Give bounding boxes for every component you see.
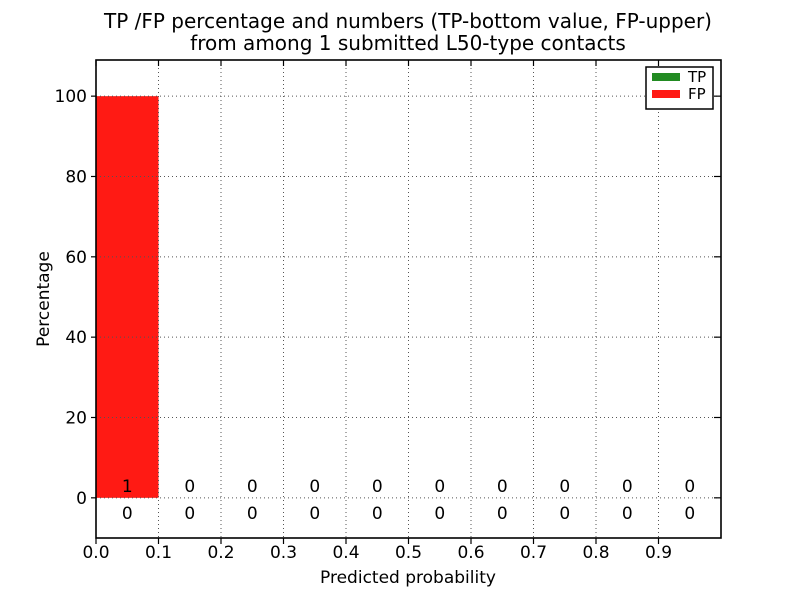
y-tick-label-60: 60 [65, 248, 87, 268]
ticks-layer [91, 60, 721, 544]
y-tick-label-20: 20 [65, 408, 87, 428]
legend-swatch-tp [652, 73, 680, 81]
tp-count-label-bin5: 0 [434, 504, 445, 524]
tp-count-label-bin0: 0 [122, 504, 133, 524]
x-tick-label-0.5: 0.5 [395, 543, 422, 563]
x-tick-label-0.8: 0.8 [582, 543, 609, 563]
fp-count-label-bin9: 0 [684, 477, 695, 497]
bar-fp-bin0 [96, 96, 159, 498]
x-tick-label-0.7: 0.7 [520, 543, 547, 563]
legend-label-fp: FP [688, 85, 706, 103]
plot-frame [95, 59, 722, 539]
x-tick-label-0.0: 0.0 [82, 543, 109, 563]
fp-count-label-bin3: 0 [309, 477, 320, 497]
tp-count-label-bin2: 0 [247, 504, 258, 524]
fp-count-label-bin7: 0 [559, 477, 570, 497]
tp-count-label-bin8: 0 [622, 504, 633, 524]
x-axis-label: Predicted probability [320, 568, 496, 588]
y-tick-label-0: 0 [76, 489, 87, 509]
x-tick-label-0.6: 0.6 [457, 543, 484, 563]
legend-label-tp: TP [687, 68, 706, 86]
fp-count-label-bin0: 1 [122, 477, 133, 497]
x-tick-label-0.9: 0.9 [645, 543, 672, 563]
bars-layer [96, 96, 159, 498]
gridlines-layer [96, 60, 721, 538]
fp-count-label-bin1: 0 [184, 477, 195, 497]
chart-title-line1: TP /FP percentage and numbers (TP-bottom… [103, 9, 712, 33]
count-annotations-layer: 0 1 0 0 0 0 0 0 0 0 0 0 0 0 0 0 0 0 0 0 [122, 477, 695, 524]
y-axis-label: Percentage [34, 251, 54, 347]
x-tick-label-0.2: 0.2 [207, 543, 234, 563]
y-tick-label-40: 40 [65, 328, 87, 348]
tp-count-label-bin3: 0 [309, 504, 320, 524]
tp-count-label-bin7: 0 [559, 504, 570, 524]
fp-count-label-bin4: 0 [372, 477, 383, 497]
x-tick-label-0.4: 0.4 [332, 543, 359, 563]
tp-count-label-bin9: 0 [684, 504, 695, 524]
tp-count-label-bin1: 0 [184, 504, 195, 524]
y-tick-label-80: 80 [65, 167, 87, 187]
fp-count-label-bin6: 0 [497, 477, 508, 497]
y-tick-label-100: 100 [55, 87, 87, 107]
tp-count-label-bin4: 0 [372, 504, 383, 524]
fp-count-label-bin5: 0 [434, 477, 445, 497]
chart-title-line2: from among 1 submitted L50-type contacts [190, 31, 626, 55]
tp-count-label-bin6: 0 [497, 504, 508, 524]
fp-count-label-bin2: 0 [247, 477, 258, 497]
legend-swatch-fp [652, 90, 680, 98]
x-tick-label-0.1: 0.1 [145, 543, 172, 563]
x-tick-label-0.3: 0.3 [270, 543, 297, 563]
fp-count-label-bin8: 0 [622, 477, 633, 497]
